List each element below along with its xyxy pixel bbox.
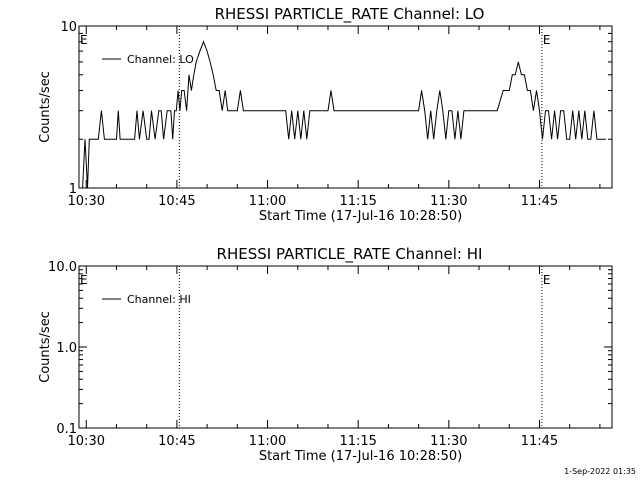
panel-2-legend-label: Channel: HI [127, 293, 191, 306]
panel-1-x-tick-label: 11:15 [339, 194, 376, 209]
panel-1-x-tick-label: 11:30 [430, 194, 467, 209]
panel-2-plot-frame [78, 265, 613, 429]
panel-2-y-tick-label: 0.1 [56, 422, 77, 437]
panel-1-y-tick-label: 1 [69, 182, 77, 197]
panel-2-y-tick-label: 1.0 [56, 341, 77, 356]
panel-1-x-tick-label: 10:30 [68, 194, 105, 209]
panel-2-x-tick-label: 11:45 [521, 434, 558, 449]
panel-2-x-tick-label: 11:30 [430, 434, 467, 449]
panel-1-x-axis-label: Start Time (17-Jul-16 10:28:50) [259, 209, 462, 224]
panel-2-x-tick-label: 10:45 [158, 434, 195, 449]
panel-2-title: RHESSI PARTICLE_RATE Channel: HI [217, 245, 483, 264]
panel-1-y-axis-label: Counts/sec [38, 71, 53, 143]
panel-2-y-tick-label: 10.0 [48, 260, 77, 275]
panel-2-y-axis-label: Counts/sec [38, 311, 53, 383]
panel-2-event-marker-label: E [543, 273, 551, 287]
panel-1-plot-frame [78, 25, 613, 189]
panel-2-x-tick-label: 11:00 [249, 434, 286, 449]
panel-2-x-tick-label: 11:15 [339, 434, 376, 449]
panel-1-series-line [79, 40, 606, 189]
panel-2-event-marker-label: E [80, 273, 88, 287]
panel-1-event-marker-label: E [543, 33, 551, 47]
panel-1-x-tick-label: 11:00 [249, 194, 286, 209]
panel-2-x-tick-label: 10:30 [68, 434, 105, 449]
panel-1-legend-label: Channel: LO [127, 53, 194, 66]
panel-1-event-marker-label: E [80, 33, 88, 47]
panel-1-x-tick-label: 10:45 [158, 194, 195, 209]
panel-1-x-tick-label: 11:45 [521, 194, 558, 209]
footer-timestamp: 1-Sep-2022 01:35 [564, 467, 636, 476]
panel-2-x-axis-label: Start Time (17-Jul-16 10:28:50) [259, 449, 462, 464]
panel-1-title: RHESSI PARTICLE_RATE Channel: LO [215, 5, 485, 24]
panel-1-y-tick-label: 10 [60, 20, 77, 35]
